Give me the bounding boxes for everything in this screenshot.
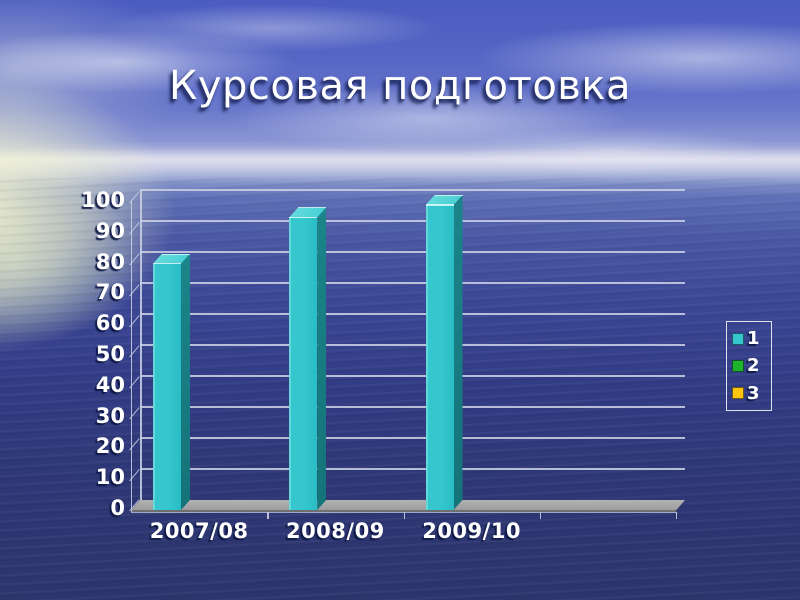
- x-axis-tick: [403, 512, 405, 519]
- gridline: [140, 437, 685, 439]
- legend-swatch: [732, 332, 744, 345]
- x-axis-tick: [267, 512, 269, 519]
- gridline: [140, 468, 685, 470]
- bar-top-back-edge: [298, 207, 327, 209]
- bar-top-back-edge: [434, 195, 463, 197]
- x-axis-label: 2009/10: [422, 519, 522, 543]
- y-axis-rung: [129, 191, 140, 204]
- y-axis-label: 80: [95, 249, 125, 274]
- y-axis-label: 50: [95, 342, 125, 366]
- gridline: [140, 406, 685, 408]
- bar-top-back-edge: [162, 253, 190, 255]
- y-axis-label: 20: [95, 434, 125, 459]
- y-axis-label: 60: [95, 311, 125, 336]
- bar-front-face: [289, 217, 318, 510]
- legend: 1 2 3: [726, 321, 772, 411]
- legend-item: 2: [732, 354, 771, 378]
- x-axis-tick: [676, 512, 678, 519]
- ocean-ripples-texture: [0, 178, 800, 600]
- legend-swatch: [732, 359, 744, 372]
- bar-top-face: [153, 253, 190, 264]
- y-axis-label: 100: [81, 188, 125, 212]
- gridline: [140, 251, 685, 253]
- y-axis-label: 0: [110, 496, 125, 520]
- y-axis-label: 90: [95, 218, 125, 243]
- y-axis-label: 30: [95, 403, 125, 428]
- y-axis-label: 70: [95, 280, 125, 305]
- gridline: [140, 189, 685, 191]
- bar-front-face: [425, 205, 454, 510]
- plot-back-left-edge: [140, 190, 142, 500]
- x-axis-label: 2007/08: [149, 519, 249, 543]
- bar-top-front-edge: [425, 204, 454, 206]
- chart-floor-edge: [131, 510, 676, 513]
- gridline: [140, 220, 685, 222]
- legend-label: 3: [747, 382, 760, 404]
- gridline: [140, 375, 685, 377]
- legend-swatch: [732, 387, 744, 400]
- chart-floor: [131, 500, 685, 511]
- slide-title: Курсовая подготовка: [168, 63, 632, 109]
- bar-top-front-edge: [153, 262, 181, 265]
- x-axis-tick: [539, 512, 542, 519]
- legend-label: 1: [747, 328, 760, 350]
- bar-column: [289, 207, 327, 510]
- y-axis-label: 10: [95, 465, 125, 490]
- legend-item: 1: [732, 327, 771, 351]
- bar-front-face: [153, 263, 181, 510]
- y-axis-label: 40: [95, 372, 125, 397]
- bar-column: [153, 253, 190, 510]
- bar-top-face: [425, 195, 463, 206]
- gridline: [140, 313, 685, 315]
- y-axis-line: [130, 201, 132, 512]
- x-axis-label: 2008/09: [285, 519, 385, 543]
- legend-item: 3: [732, 381, 771, 405]
- gridline: [140, 282, 685, 284]
- legend-label: 2: [747, 355, 760, 377]
- bar-column: [425, 195, 463, 510]
- gridline: [140, 344, 685, 346]
- bar-top-front-edge: [289, 216, 318, 218]
- bar-top-face: [289, 207, 327, 218]
